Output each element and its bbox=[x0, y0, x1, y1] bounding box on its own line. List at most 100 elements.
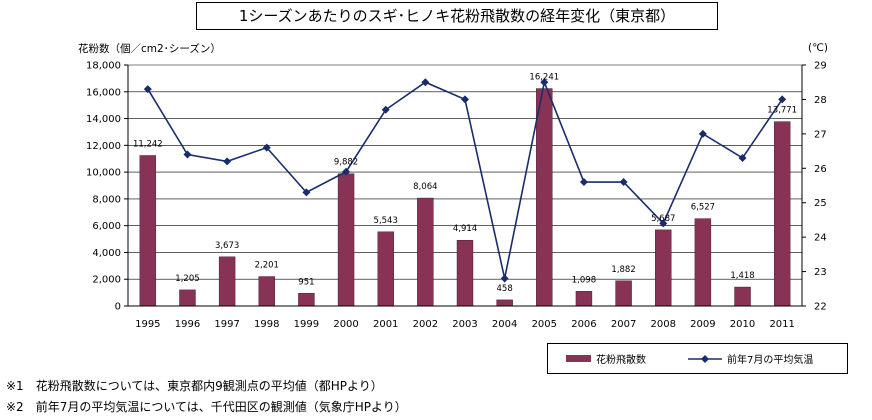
y-left-tick-label: 16,000 bbox=[86, 87, 121, 98]
y-right-tick-label: 24 bbox=[814, 233, 827, 244]
bar bbox=[298, 293, 315, 307]
bar bbox=[218, 256, 236, 307]
bar-data-label: 458 bbox=[497, 284, 513, 294]
y-axis-left-title: 花粉数（個／cm2･シーズン） bbox=[78, 42, 221, 55]
x-tick-label: 2006 bbox=[571, 319, 596, 330]
bar-data-label: 2,201 bbox=[255, 261, 279, 271]
temperature-point bbox=[262, 143, 271, 152]
bar-data-label: 4,914 bbox=[453, 224, 477, 234]
temperature-point bbox=[381, 105, 390, 114]
legend-bar-label: 花粉飛散数 bbox=[596, 355, 646, 366]
legend-bar-swatch bbox=[566, 355, 591, 362]
y-right-tick-label: 29 bbox=[814, 61, 827, 72]
bar-data-label: 5,687 bbox=[651, 214, 675, 224]
x-tick-label: 1998 bbox=[254, 319, 279, 330]
bar bbox=[377, 231, 394, 307]
temperature-point bbox=[421, 78, 430, 87]
y-left-tick-label: 6,000 bbox=[92, 221, 121, 232]
x-tick-label: 1996 bbox=[175, 319, 200, 330]
bar-data-label: 16,241 bbox=[529, 73, 559, 83]
bar-data-label: 11,242 bbox=[133, 139, 163, 149]
temperature-point bbox=[738, 153, 747, 162]
legend: 花粉飛散数 前年7月の平均気温 bbox=[547, 343, 848, 374]
bar bbox=[734, 286, 751, 307]
bar-data-label: 13,771 bbox=[767, 106, 797, 116]
x-tick-label: 2003 bbox=[452, 319, 477, 330]
bar-data-label: 1,882 bbox=[611, 265, 635, 275]
x-tick-label: 1999 bbox=[294, 319, 319, 330]
bar bbox=[615, 280, 632, 307]
bar-data-label: 8,064 bbox=[413, 182, 437, 192]
y-left-tick-label: 4,000 bbox=[92, 248, 121, 259]
x-tick-label: 2004 bbox=[492, 319, 517, 330]
x-tick-label: 2005 bbox=[532, 319, 557, 330]
bar-data-label: 6,527 bbox=[691, 203, 715, 213]
chart-title: 1シーズンあたりのスギ･ヒノキ花粉飛散数の経年変化（東京都） bbox=[196, 2, 718, 30]
y-right-tick-label: 23 bbox=[814, 267, 827, 278]
legend-line-swatch bbox=[688, 354, 722, 363]
temperature-point bbox=[143, 85, 152, 94]
temperature-point bbox=[659, 219, 668, 228]
bar bbox=[655, 229, 672, 307]
legend-line-label: 前年7月の平均気温 bbox=[727, 355, 814, 366]
y-right-tick-label: 25 bbox=[814, 198, 827, 209]
note-1: ※1 花粉飛散数については、東京都内9観測点の平均値（都HPより） bbox=[6, 379, 383, 393]
y-left-tick-label: 10,000 bbox=[86, 168, 121, 179]
bar bbox=[258, 276, 275, 307]
legend-item-bar: 花粉飛散数 bbox=[566, 344, 646, 373]
temperature-point bbox=[540, 78, 549, 87]
bar bbox=[773, 121, 791, 307]
temperature-point bbox=[302, 188, 311, 197]
x-tick-label: 2010 bbox=[730, 319, 755, 330]
y-right-tick-label: 26 bbox=[814, 164, 827, 175]
x-tick-label: 2007 bbox=[611, 319, 636, 330]
temperature-point bbox=[778, 95, 787, 104]
bar-data-label: 1,418 bbox=[730, 271, 754, 281]
bar bbox=[456, 240, 474, 307]
x-tick-label: 2001 bbox=[373, 319, 398, 330]
bar-data-label: 9,882 bbox=[334, 158, 358, 168]
bar-series bbox=[139, 88, 791, 307]
temperature-point bbox=[342, 167, 351, 176]
y-right-tick-label: 28 bbox=[814, 95, 827, 106]
pollen-chart: 0 2,000 4,000 6,000 8,000 10,000 12,000 14,000 1… bbox=[78, 42, 828, 331]
y-left-tick-label: 12,000 bbox=[86, 141, 121, 152]
y-left-tick-label: 18,000 bbox=[86, 61, 121, 72]
x-tick-label: 2011 bbox=[769, 319, 794, 330]
temperature-point bbox=[223, 157, 232, 166]
temperature-point bbox=[461, 95, 469, 104]
y-right-tick-label: 27 bbox=[814, 129, 827, 140]
bar bbox=[179, 289, 196, 307]
x-tick-label: 2009 bbox=[690, 319, 715, 330]
bar bbox=[536, 88, 553, 307]
x-tick-label: 2002 bbox=[413, 319, 438, 330]
bar bbox=[337, 173, 355, 307]
x-tick-label: 1997 bbox=[214, 319, 239, 330]
temperature-point bbox=[183, 150, 192, 159]
data-labels: 11,242 1,205 3,673 2,201 951 9,882 5,543 8,064 4… bbox=[133, 73, 797, 294]
line-series bbox=[143, 78, 787, 283]
x-tick-label: 1995 bbox=[135, 319, 160, 330]
bar bbox=[139, 155, 157, 307]
y-left-tick-label: 2,000 bbox=[92, 275, 121, 286]
y-right-tick-label: 22 bbox=[814, 302, 827, 313]
bar bbox=[575, 291, 593, 307]
y-left-tick-label: 8,000 bbox=[92, 194, 121, 205]
bar-data-label: 1,098 bbox=[572, 275, 596, 285]
note-2: ※2 前年7月の平均気温については、千代田区の観測値（気象庁HPより） bbox=[6, 400, 407, 414]
temperature-point bbox=[619, 178, 628, 187]
temperature-point bbox=[579, 178, 588, 187]
bar bbox=[694, 218, 712, 307]
bar bbox=[417, 197, 434, 307]
bar-data-label: 3,673 bbox=[215, 241, 239, 251]
temperature-point bbox=[698, 129, 707, 138]
axes: 0 2,000 4,000 6,000 8,000 10,000 12,000 14,000 1… bbox=[86, 61, 827, 331]
y-left-tick-label: 0 bbox=[115, 302, 121, 313]
x-tick-label: 2008 bbox=[651, 319, 676, 330]
bar-data-label: 5,543 bbox=[374, 216, 398, 226]
bar bbox=[496, 299, 513, 307]
bar-data-label: 1,205 bbox=[175, 274, 199, 284]
bar-data-label: 951 bbox=[298, 277, 314, 287]
x-tick-label: 2000 bbox=[333, 319, 358, 330]
y-left-tick-label: 14,000 bbox=[86, 114, 121, 125]
